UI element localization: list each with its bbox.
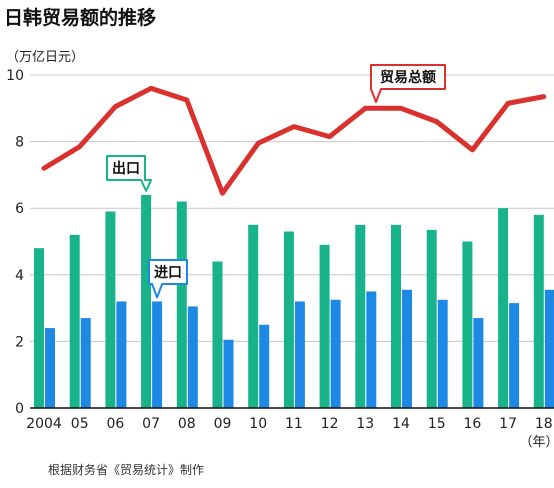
- export-bar: [355, 224, 366, 408]
- bars: [34, 194, 554, 408]
- import-bar: [294, 301, 305, 408]
- export-bar: [426, 229, 437, 408]
- export-bar: [319, 244, 330, 408]
- import-bar: [544, 289, 554, 408]
- export-bar: [283, 231, 294, 408]
- import-callout-box: [148, 259, 188, 299]
- export-callout-box: [106, 155, 153, 192]
- x-tick-label: 18: [535, 416, 553, 432]
- axes: 0 2 4 6 8 10 2004 05 06 07 08 09 10 11 12 13 14 15 16 17 18 （…: [6, 68, 554, 450]
- import-bar: [187, 306, 198, 408]
- import-bar: [330, 299, 341, 408]
- total-line: [41, 85, 547, 196]
- source-note: 根据财务省《贸易统计》制作: [48, 463, 205, 477]
- export-bar: [533, 214, 544, 408]
- x-tick-label: 07: [142, 416, 160, 432]
- x-tick-label: 16: [463, 416, 481, 432]
- export-bar: [498, 208, 509, 408]
- import-bar: [80, 318, 91, 408]
- y-tick-label: 10: [6, 68, 24, 84]
- export-bar: [462, 241, 473, 408]
- export-bar: [141, 194, 152, 408]
- y-axis-unit-label: （万亿日元）: [6, 50, 85, 65]
- import-bar: [509, 303, 520, 408]
- export-bar: [34, 248, 44, 408]
- import-bar: [473, 318, 484, 408]
- x-axis-unit-label: （年）: [519, 435, 554, 450]
- import-bar: [45, 328, 55, 408]
- x-tick-label: 14: [392, 416, 410, 432]
- export-bar: [105, 211, 116, 408]
- total-callout-box: [370, 64, 446, 103]
- import-callout-text: 进口: [154, 265, 182, 281]
- export-bar: [391, 224, 401, 408]
- export-bar: [248, 224, 259, 408]
- y-tick-label: 2: [15, 334, 24, 350]
- import-bar: [259, 324, 270, 408]
- y-tick-label: 8: [15, 135, 24, 151]
- x-tick-label: 09: [214, 416, 232, 432]
- x-tick-label: 15: [428, 416, 446, 432]
- export-bar: [69, 234, 80, 408]
- x-tick-label: 11: [285, 416, 303, 432]
- x-tick-label: 13: [356, 416, 374, 432]
- export-callout-text: 出口: [112, 160, 140, 177]
- x-tick-label: 17: [499, 416, 517, 432]
- x-tick-label: 08: [178, 416, 196, 432]
- export-bar: [176, 201, 187, 408]
- x-tick-label: 10: [249, 416, 267, 432]
- import-bar: [116, 301, 127, 408]
- import-bar: [152, 301, 163, 408]
- import-bar: [437, 299, 448, 408]
- x-tick-label: 12: [321, 416, 339, 432]
- x-tick-label: 05: [71, 416, 89, 432]
- import-bar: [223, 339, 234, 408]
- import-bar: [402, 289, 412, 408]
- y-tick-label: 0: [15, 401, 24, 417]
- y-tick-label: 6: [15, 201, 24, 217]
- chart-title: 日韩贸易额的推移: [4, 7, 157, 29]
- import-bar: [366, 291, 377, 408]
- total-callout-text: 贸易总额: [380, 69, 436, 86]
- y-tick-label: 4: [15, 268, 24, 284]
- x-tick-label: 06: [106, 416, 124, 432]
- x-tick-label: 2004: [26, 416, 62, 432]
- total-trade-line: [41, 85, 547, 196]
- export-bar: [212, 261, 223, 408]
